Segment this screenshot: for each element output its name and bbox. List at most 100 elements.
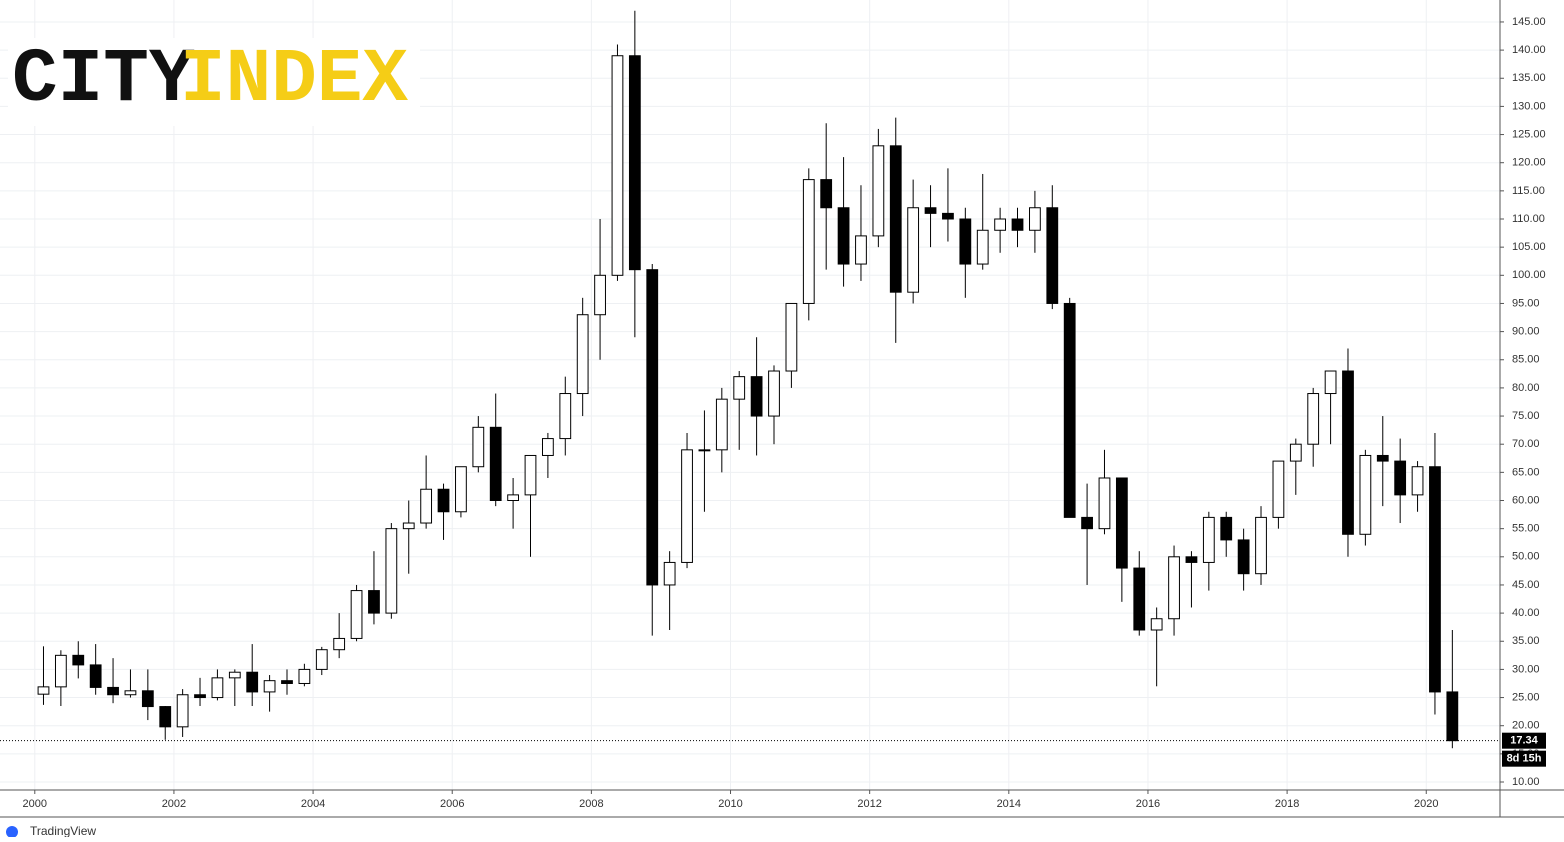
y-tick-label: 85.00: [1512, 354, 1540, 366]
countdown-label: 8d 15h: [1507, 753, 1542, 765]
candle-body: [507, 494, 519, 502]
candle-body: [228, 671, 241, 679]
candle-body: [924, 207, 937, 214]
x-tick-label: 2008: [579, 798, 603, 810]
candle-body: [681, 449, 693, 563]
candle-body: [733, 376, 746, 400]
candle-body: [1342, 370, 1354, 535]
y-tick-label: 95.00: [1512, 297, 1540, 309]
x-tick-label: 2000: [23, 798, 47, 810]
candle-body: [1359, 454, 1372, 535]
candle-body: [1185, 556, 1198, 563]
candle-body: [1220, 516, 1233, 541]
candle-body: [1429, 466, 1441, 693]
last-price-label: 17.34: [1510, 735, 1538, 747]
candle-body: [385, 528, 398, 614]
candle-body: [1115, 477, 1128, 569]
candle-body: [141, 690, 154, 708]
y-tick-label: 20.00: [1512, 720, 1540, 732]
y-tick-label: 50.00: [1512, 551, 1540, 563]
candle-body: [298, 668, 311, 684]
y-tick-label: 60.00: [1512, 494, 1540, 506]
x-tick-label: 2002: [162, 798, 186, 810]
candle-body: [263, 680, 276, 693]
footer: TradingView: [30, 824, 96, 837]
candle-body: [976, 229, 989, 265]
candle-body: [1081, 516, 1093, 530]
candle-body: [159, 706, 172, 728]
candle-body: [559, 393, 572, 440]
candle-body: [333, 637, 346, 651]
y-tick-label: 115.00: [1512, 185, 1545, 197]
x-tick-label: 2010: [718, 798, 742, 810]
candle-body: [89, 664, 102, 688]
candle-body: [802, 179, 815, 304]
candle-body: [124, 690, 137, 696]
candle-body: [350, 590, 363, 639]
candle-body: [959, 218, 972, 265]
candle-body: [1289, 443, 1302, 462]
candle-body: [889, 145, 902, 293]
candle-body: [1046, 207, 1059, 304]
candle-body: [1098, 477, 1111, 530]
candle-body: [1168, 556, 1180, 620]
candle-body: [402, 522, 415, 530]
y-tick-label: 40.00: [1512, 607, 1540, 619]
candle-body: [1255, 516, 1267, 575]
y-tick-label: 135.00: [1512, 72, 1546, 84]
y-tick-label: 130.00: [1512, 100, 1546, 112]
candle-body: [246, 671, 259, 693]
candle-body: [176, 694, 189, 728]
candle-body: [1411, 466, 1424, 496]
candle-body: [594, 274, 606, 316]
x-tick-label: 2012: [857, 798, 881, 810]
y-tick-label: 55.00: [1512, 523, 1540, 535]
candle-body: [420, 488, 433, 524]
candle-body: [1307, 393, 1320, 445]
grid: [0, 0, 1500, 790]
candle-body: [437, 488, 450, 513]
y-tick-label: 110.00: [1512, 213, 1545, 225]
countdown-box: [1502, 750, 1546, 767]
logo-bg: [8, 38, 420, 126]
x-tick-label: 2016: [1136, 798, 1160, 810]
candle-body: [72, 654, 85, 666]
y-tick-label: 30.00: [1512, 663, 1540, 675]
candle-body: [1272, 460, 1285, 518]
candle-body: [1133, 567, 1146, 631]
candle-body: [715, 398, 728, 451]
x-tick-label: 2018: [1275, 798, 1299, 810]
candle-body: [489, 426, 502, 502]
candle-body: [611, 55, 624, 276]
candle-body: [785, 302, 798, 372]
candle-body: [698, 449, 711, 452]
candle-body: [541, 438, 554, 456]
x-tick-label: 2004: [301, 798, 325, 810]
candle-body: [1029, 207, 1041, 231]
candle-body: [872, 145, 885, 237]
y-tick-label: 125.00: [1512, 128, 1546, 140]
y-tick-label: 65.00: [1512, 466, 1540, 478]
logo-city: CITY: [12, 37, 195, 123]
candle-body: [576, 314, 589, 395]
candle-body: [107, 686, 119, 696]
y-tick-label: 105.00: [1512, 241, 1546, 253]
candle-body: [472, 426, 485, 468]
y-tick-label: 80.00: [1512, 382, 1540, 394]
candle-body: [37, 686, 50, 695]
candle-body: [368, 590, 380, 614]
y-tick-label: 120.00: [1512, 157, 1546, 169]
candle-body: [663, 561, 676, 586]
candle-body: [1376, 454, 1389, 462]
tv-icon: [6, 826, 18, 838]
candle-body: [315, 649, 328, 670]
y-tick-label: 75.00: [1512, 410, 1540, 422]
candle-body: [837, 207, 850, 265]
candle-body: [1150, 618, 1163, 631]
candle-body: [1063, 302, 1076, 518]
y-tick-label: 35.00: [1512, 635, 1540, 647]
candles: [37, 10, 1459, 749]
x-tick-label: 2014: [997, 798, 1021, 810]
